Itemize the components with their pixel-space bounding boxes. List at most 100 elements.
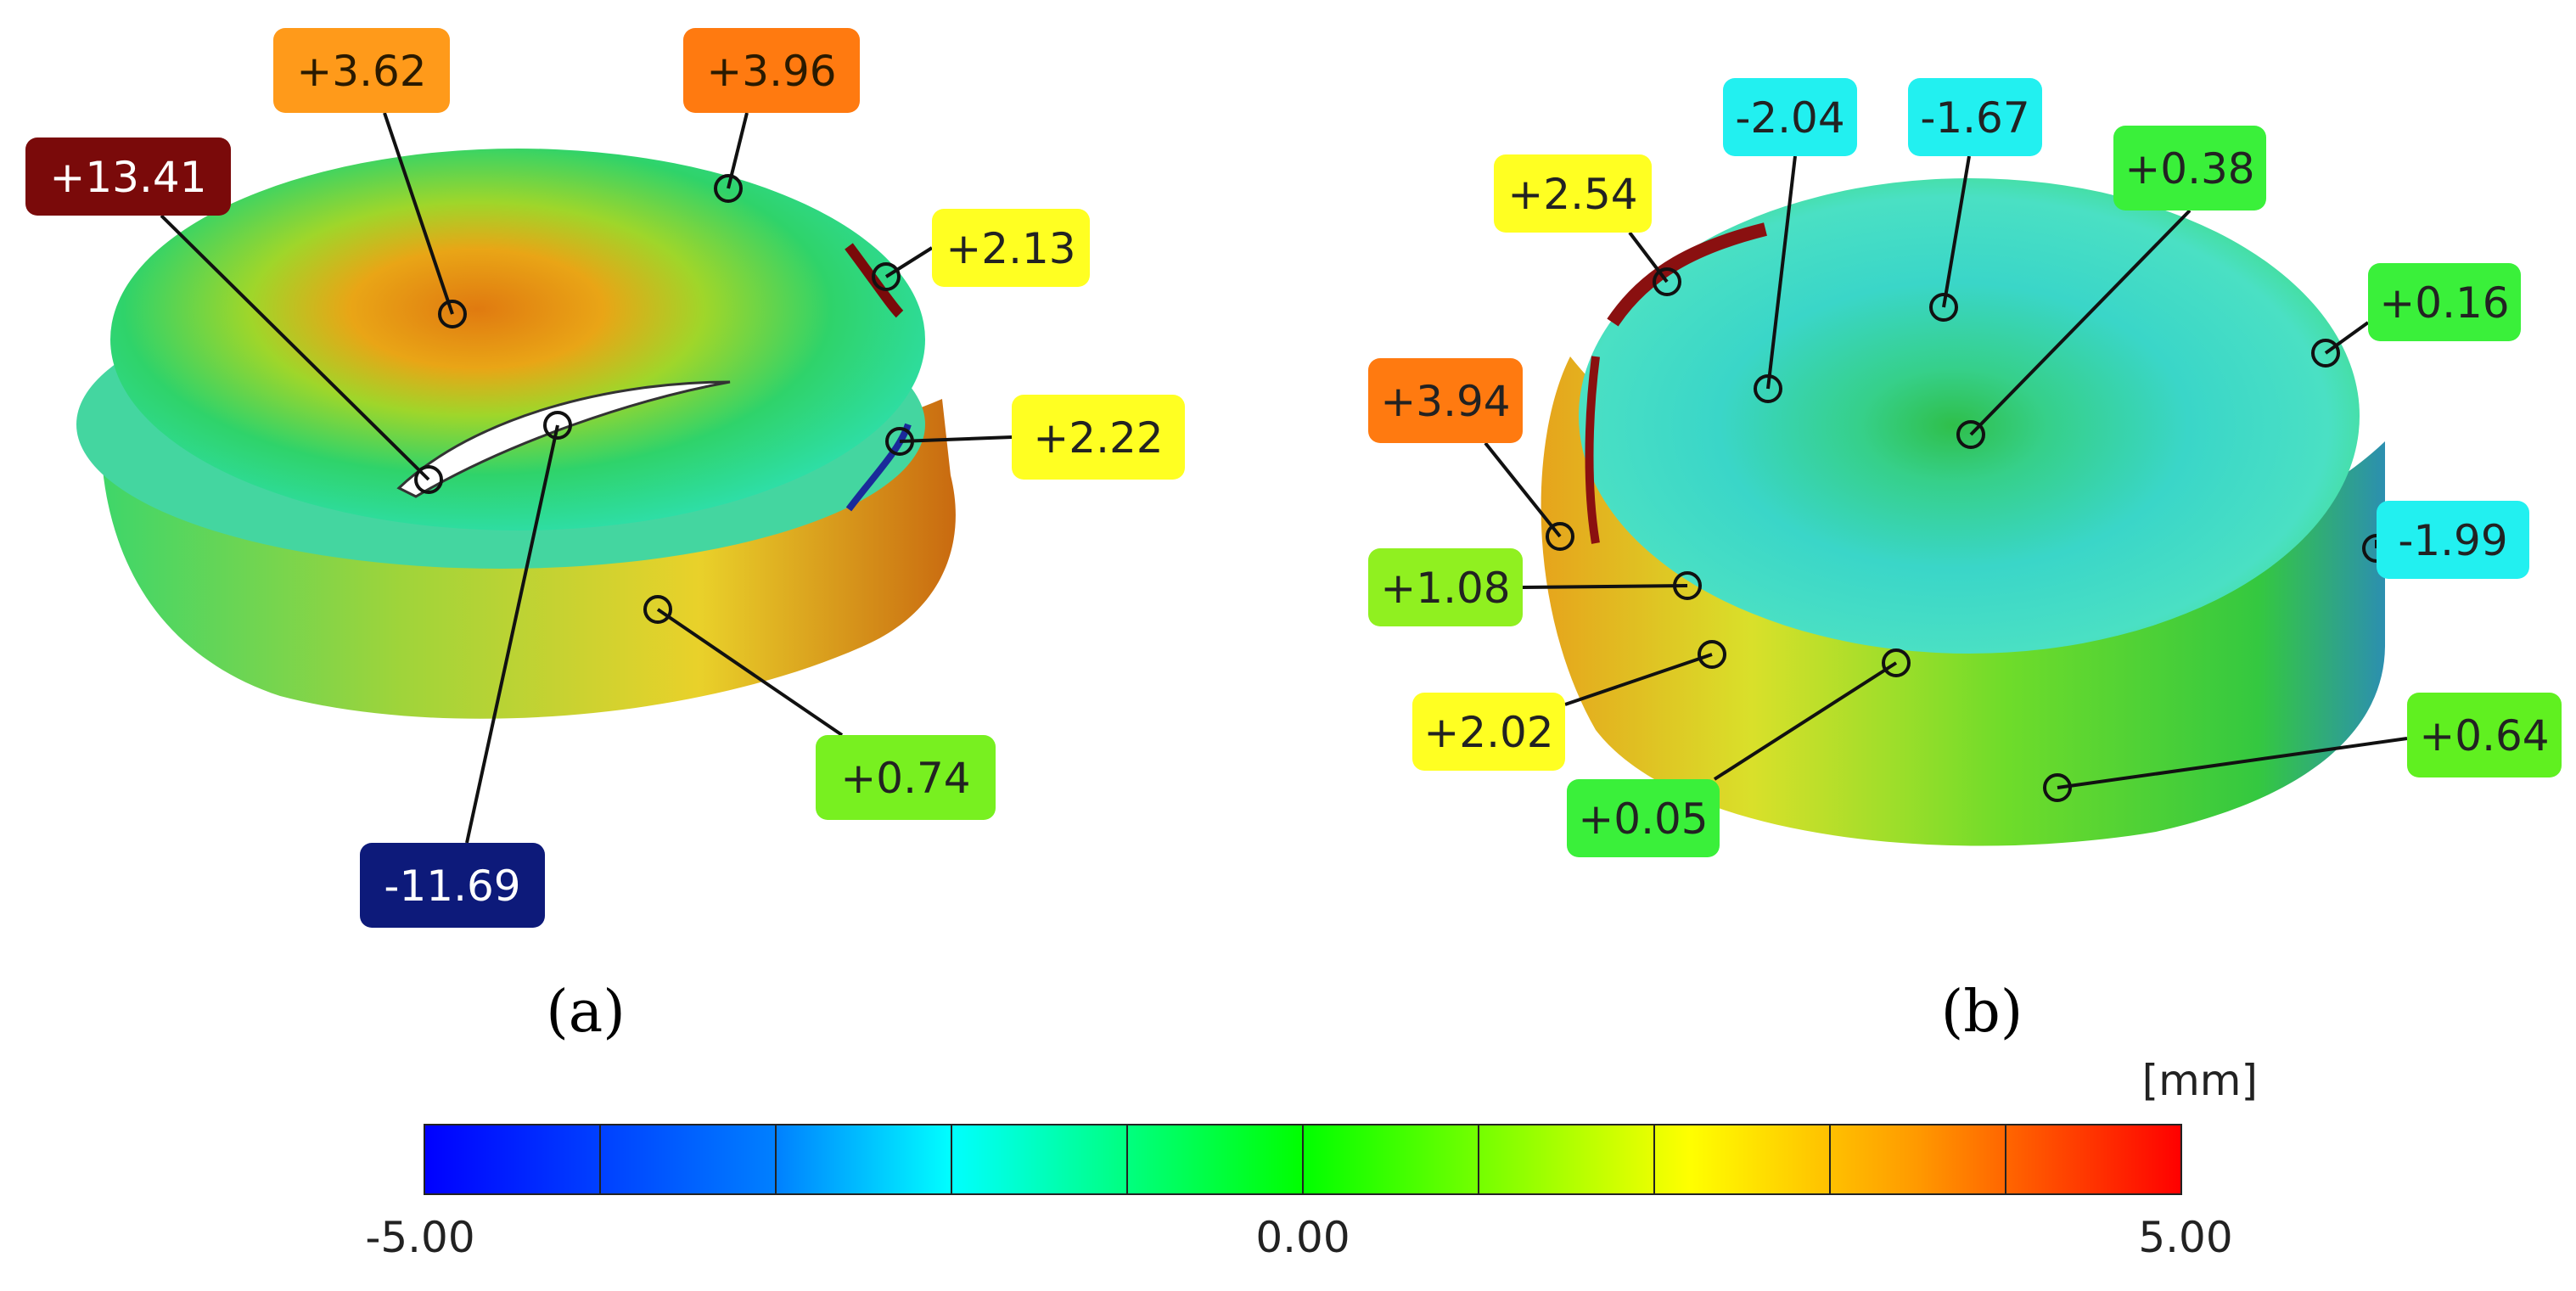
panel-b-callout: +0.64 (2043, 693, 2562, 802)
measurement-point-marker (543, 411, 572, 440)
panel-a-callout: +2.13 (872, 209, 1090, 291)
deviation-value-label: -11.69 (384, 862, 520, 911)
measurement-point-marker (2043, 773, 2072, 802)
measurement-point-marker (1673, 571, 1702, 600)
panel-a-callout: -11.69 (360, 411, 572, 928)
callout-box (2368, 263, 2521, 341)
callout-box (1908, 78, 2042, 156)
leader-line (1564, 653, 1713, 706)
deviation-value-label: +2.02 (1423, 708, 1553, 757)
callout-box (360, 843, 545, 928)
deviation-value-label: +0.74 (840, 754, 970, 803)
panel-b-callout: +0.16 (2311, 263, 2521, 368)
callout-box (25, 138, 231, 216)
panel-b-callout: -1.67 (1908, 78, 2042, 322)
deviation-value-label: +2.22 (1033, 413, 1163, 463)
panel-b-callout: -2.04 (1723, 78, 1857, 403)
leader-line (1484, 441, 1562, 538)
panel-a-callout: +3.62 (273, 28, 467, 328)
deviation-value-label: +0.05 (1578, 794, 1708, 844)
deviation-value-label: +3.96 (706, 47, 836, 96)
callout-box (1412, 693, 1565, 771)
scan-model-b (1541, 178, 2385, 846)
leader-line (1628, 231, 1669, 283)
deviation-value-label: -2.04 (1735, 93, 1844, 143)
panel-b: (b) (1541, 178, 2385, 1046)
leader-line (2057, 737, 2408, 789)
deviation-value-label: +0.16 (2379, 278, 2509, 328)
leader-line (1766, 155, 1797, 390)
colorbar-mid-label: 0.00 (1255, 1213, 1350, 1262)
measurement-point-marker (1956, 420, 1985, 449)
panel-b-callout: +3.94 (1368, 358, 1574, 551)
callout-box (1012, 395, 1185, 480)
deviation-value-label: +2.13 (946, 224, 1075, 273)
leader-line (1969, 209, 2192, 436)
measurement-point-marker (438, 300, 467, 328)
callout-box (2407, 693, 2562, 777)
deviation-value-label: +0.64 (2419, 711, 2549, 761)
callout-box (273, 28, 450, 113)
panel-a: (a) (76, 149, 956, 1046)
colorbar-max-label: 5.00 (2138, 1213, 2232, 1262)
measurement-point-marker (885, 427, 914, 456)
measurement-point-marker (2311, 339, 2340, 368)
deviation-value-label: +0.38 (2124, 144, 2254, 194)
deviation-value-label: +13.41 (49, 153, 206, 202)
callout-box (2377, 501, 2529, 579)
deviation-value-label: -1.67 (1920, 93, 2029, 143)
leader-line (1713, 661, 1898, 781)
measurement-point-marker (1698, 640, 1726, 669)
colorbar-min-label: -5.00 (365, 1213, 474, 1262)
scan-model-a (76, 149, 956, 719)
callout-box (1368, 358, 1523, 443)
panel-b-callout: +0.38 (1956, 126, 2266, 449)
measurement-point-marker (714, 174, 743, 203)
callout-box (683, 28, 860, 113)
panel-label-b: (b) (1941, 979, 2023, 1046)
deviation-value-label: -1.99 (2398, 516, 2507, 565)
measurement-point-marker (643, 595, 672, 624)
panel-b-callout: +2.02 (1412, 640, 1726, 771)
panel-label-a: (a) (546, 979, 626, 1046)
leader-line (160, 214, 430, 481)
panel-b-callout: +2.54 (1494, 154, 1681, 296)
callouts-b: -2.04 -1.67 +0.38 +2.54 +0.16 +3.94 -1.99 +1.08… (1368, 78, 2562, 857)
leader-line (656, 608, 844, 737)
callout-box (2113, 126, 2266, 210)
panel-b-callout: -1.99 (2362, 501, 2529, 579)
panel-a-callout: +3.96 (683, 28, 860, 203)
measurement-point-marker (872, 262, 901, 291)
deviation-value-label: +3.94 (1380, 377, 1510, 426)
leader-line (1942, 155, 1971, 308)
colorbar-divisions (599, 1125, 2006, 1194)
measurement-point-marker (1546, 522, 1574, 551)
colorbar-unit: [mm] (2142, 1056, 2258, 1105)
deviation-value-label: +1.08 (1380, 564, 1510, 613)
callout-box (816, 735, 996, 820)
leader-line (465, 424, 559, 844)
colorbar: [mm] -5.00 0.00 5.00 (365, 1056, 2258, 1262)
measurement-point-marker (1929, 293, 1958, 322)
callout-box (932, 209, 1090, 287)
measurement-point-marker (414, 465, 443, 494)
callouts-a: +3.62 +3.96 +13.41 +2.13 +2.22 +0.74 -11.69 (25, 28, 1185, 928)
callout-box (1494, 154, 1652, 233)
panel-a-callout: +13.41 (25, 138, 443, 494)
deviation-value-label: +3.62 (296, 47, 426, 96)
leader-line (383, 112, 454, 315)
callout-box (1567, 779, 1720, 857)
leader-line (1522, 584, 1688, 589)
leader-line (899, 435, 1013, 443)
callout-box (1723, 78, 1857, 156)
measurement-point-marker (1882, 648, 1911, 677)
panel-b-callout: +0.05 (1567, 648, 1911, 857)
leader-line (884, 246, 934, 278)
deviation-value-label: +2.54 (1507, 170, 1637, 219)
panel-a-callout: +2.22 (885, 395, 1185, 480)
panel-b-callout: +1.08 (1368, 548, 1702, 626)
panel-a-callout: +0.74 (643, 595, 996, 820)
measurement-point-marker (1754, 374, 1782, 403)
callout-box (1368, 548, 1523, 626)
